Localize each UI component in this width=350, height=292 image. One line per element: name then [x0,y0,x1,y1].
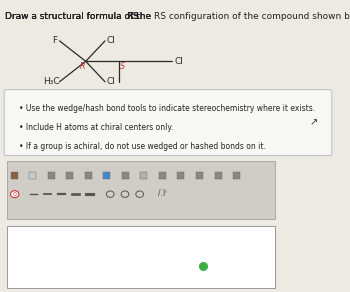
Text: F: F [52,36,57,45]
Bar [140,172,147,179]
Text: • Include H atoms at chiral centers only.: • Include H atoms at chiral centers only… [19,123,173,132]
Bar [122,172,129,179]
Bar [48,172,55,179]
Text: RS: RS [126,12,139,21]
Text: R: R [80,62,86,71]
Text: Cl: Cl [106,77,116,86]
Circle shape [10,191,19,198]
Bar [196,172,203,179]
Bar [103,172,110,179]
Bar [10,172,18,179]
Text: /.Iᴵ: /.Iᴵ [158,189,166,198]
Text: • Use the wedge/hash bond tools to indicate stereochemistry where it exists.: • Use the wedge/hash bond tools to indic… [19,104,315,113]
Bar [233,172,240,179]
Bar [177,172,184,179]
Bar [85,172,92,179]
Text: ↗: ↗ [310,118,318,128]
Text: 0: 0 [13,192,17,197]
Text: Draw a structural formula of the RS configuration of the compound shown below.: Draw a structural formula of the RS conf… [5,12,350,21]
Text: Cl: Cl [174,57,183,66]
Bar [29,172,36,179]
Text: S: S [120,62,125,71]
Bar [215,172,222,179]
Text: Cl: Cl [106,36,116,45]
Bar [7,226,275,288]
Bar [159,172,166,179]
Bar [66,172,73,179]
Bar [7,161,275,219]
Text: • If a group is achiral, do not use wedged or hashed bonds on it.: • If a group is achiral, do not use wedg… [19,142,266,151]
Text: Draw a structural formula of the RS configuration of the compound shown below.: Draw a structural formula of the RS conf… [5,12,350,21]
Text: Draw a structural formula of the: Draw a structural formula of the [5,12,154,21]
Text: H₃C: H₃C [43,77,60,86]
Text: Draw a structural formula of the: Draw a structural formula of the [5,12,154,21]
FancyBboxPatch shape [4,90,332,156]
